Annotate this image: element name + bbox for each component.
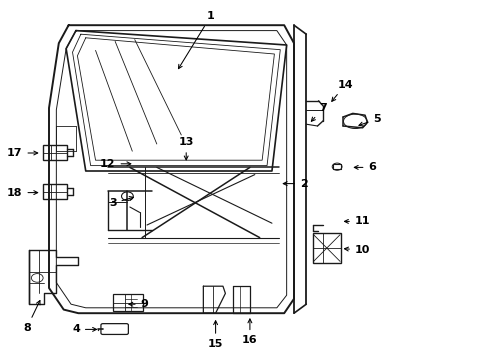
Text: 15: 15 [208, 321, 223, 349]
Text: 18: 18 [7, 188, 38, 198]
Text: 1: 1 [178, 11, 215, 69]
Bar [43, 145, 67, 160]
Text: 11: 11 [344, 216, 370, 226]
Text: 13: 13 [178, 137, 194, 160]
Bar [113, 294, 143, 311]
Text: 3: 3 [109, 197, 133, 208]
Text: 10: 10 [344, 245, 370, 255]
Text: 16: 16 [242, 319, 258, 345]
Text: 8: 8 [23, 301, 40, 333]
Bar [43, 184, 67, 199]
Text: 7: 7 [311, 103, 327, 121]
Text: 17: 17 [7, 148, 38, 158]
Text: 5: 5 [359, 114, 381, 126]
Text: 9: 9 [129, 299, 148, 309]
Bar [313, 233, 341, 263]
Text: 12: 12 [100, 159, 131, 169]
Text: 4: 4 [72, 324, 97, 334]
Text: 14: 14 [332, 80, 353, 102]
Text: 2: 2 [283, 179, 308, 189]
Text: 6: 6 [354, 162, 376, 172]
